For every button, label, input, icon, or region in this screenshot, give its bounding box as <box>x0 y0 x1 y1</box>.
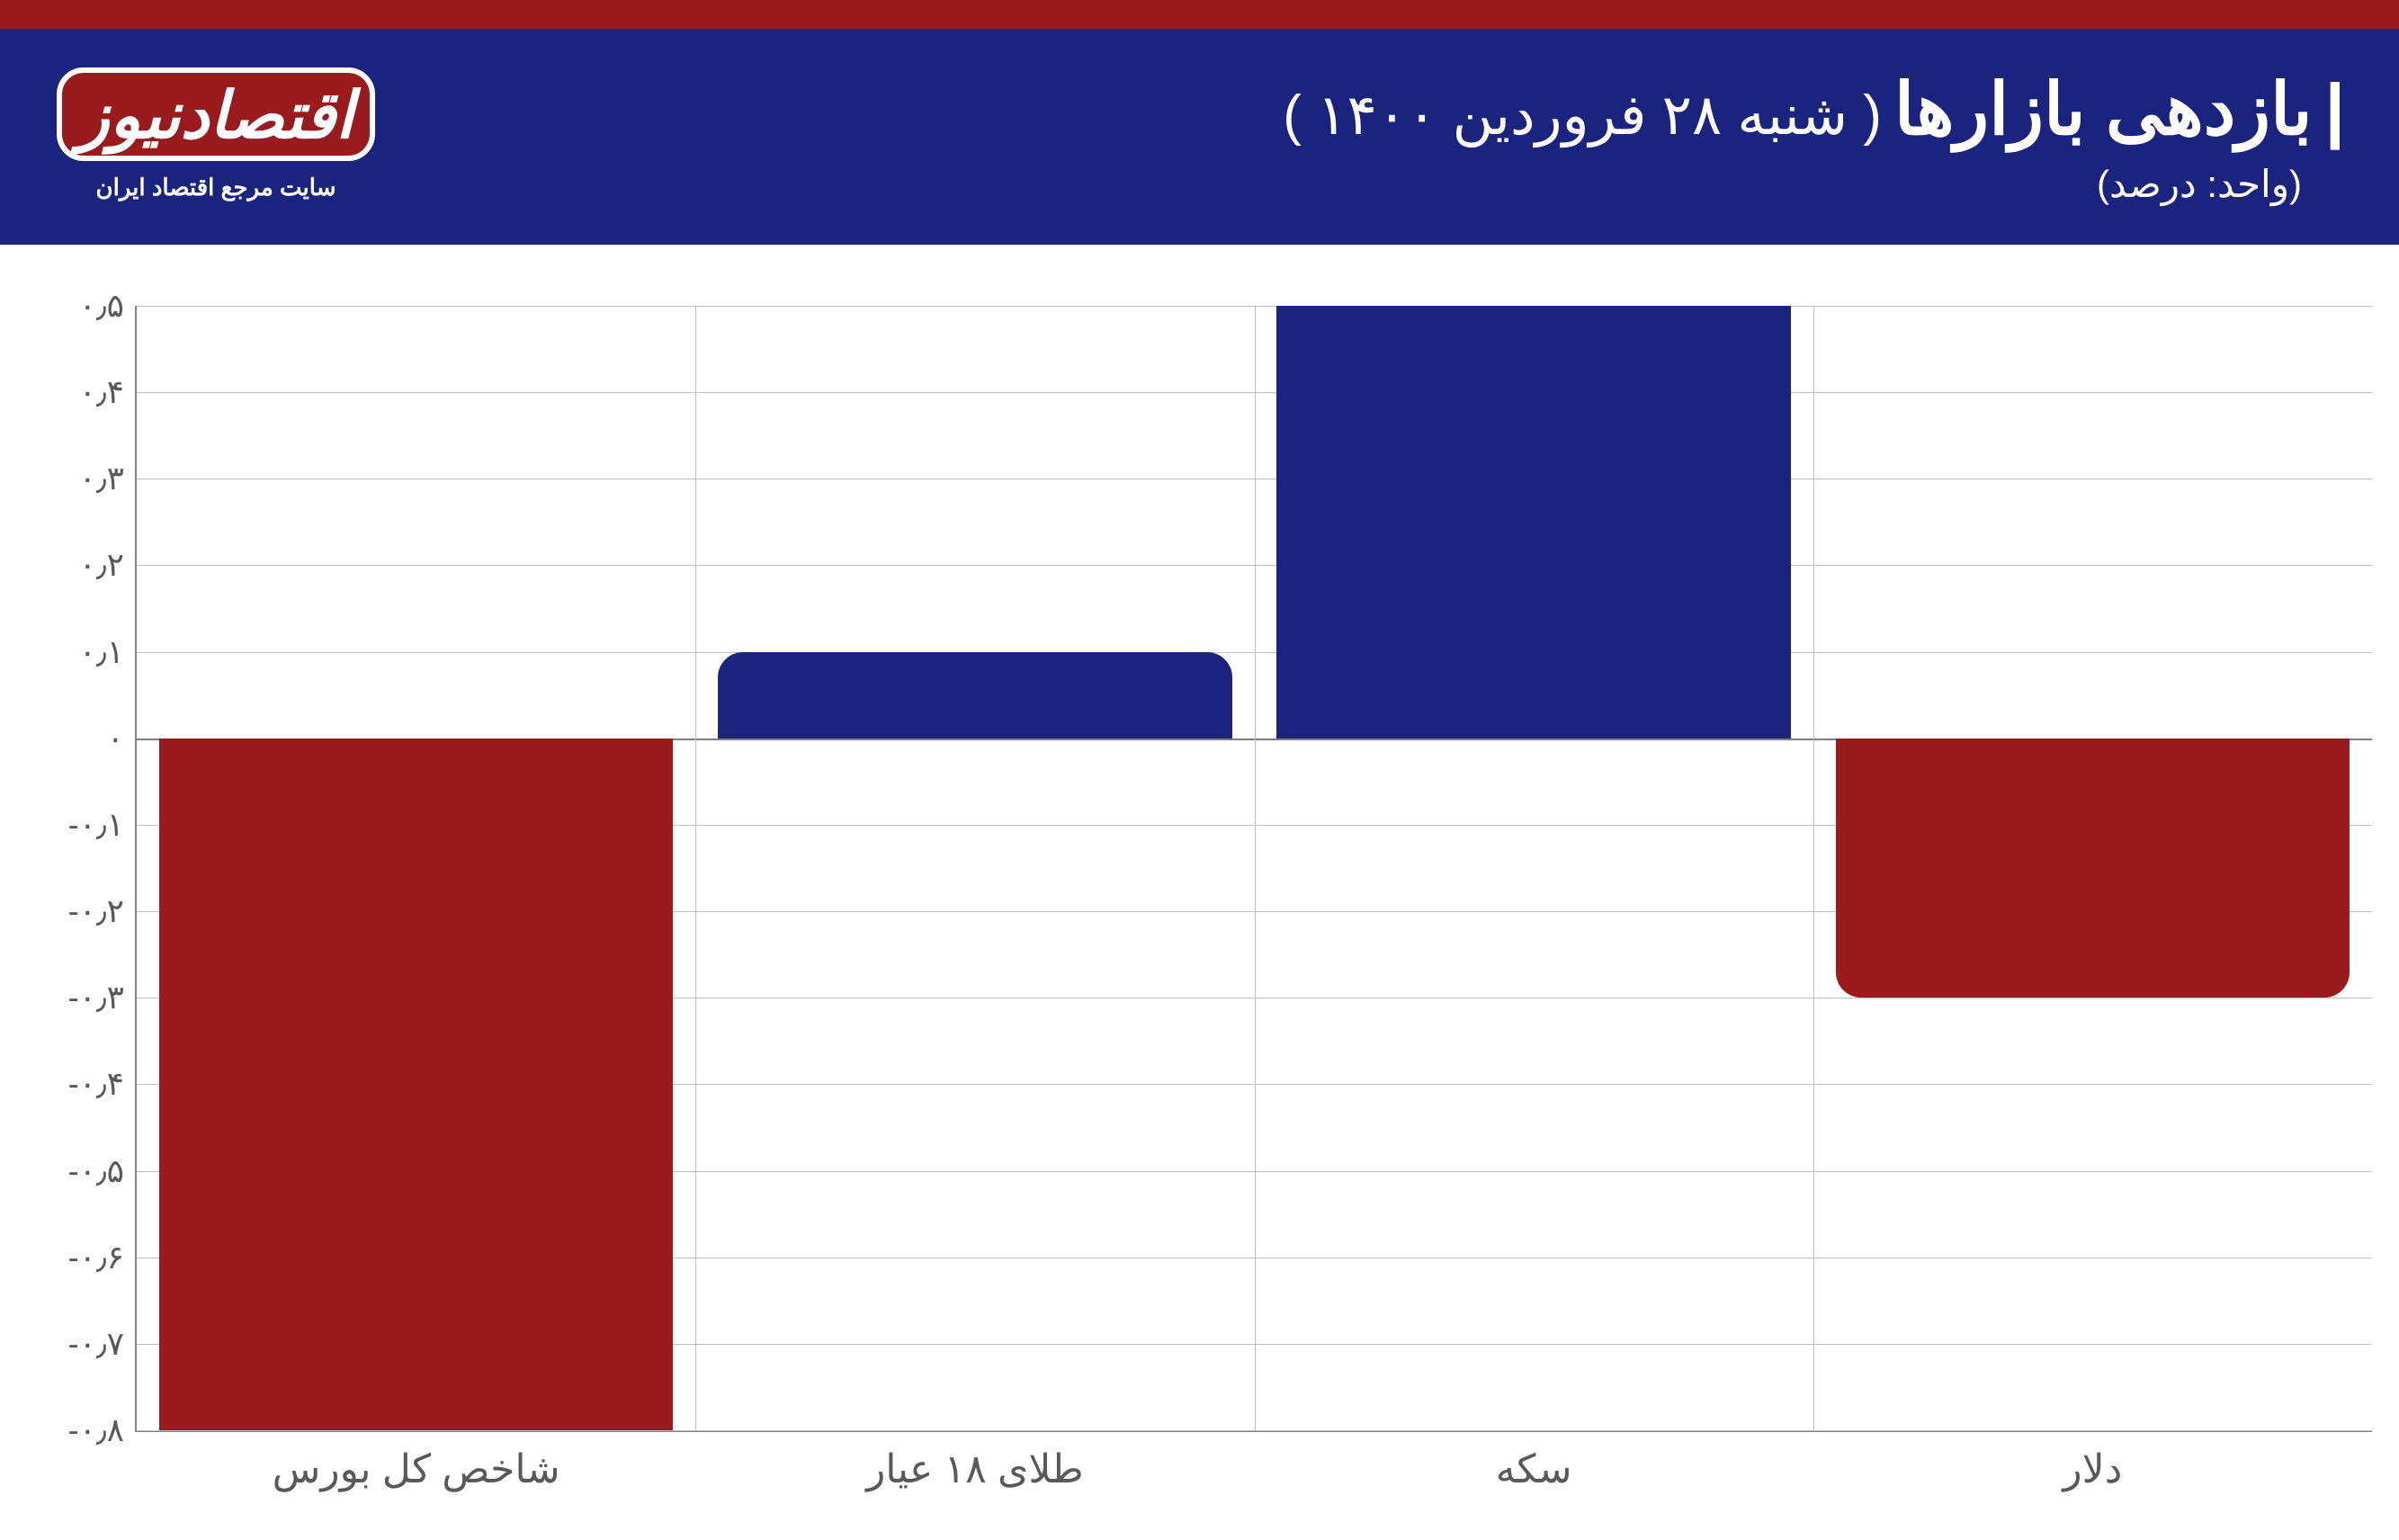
y-axis-label: -۰٫۷ <box>68 1325 137 1363</box>
chart-unit: (واحد: درصد) <box>1283 162 2302 206</box>
x-axis-label: سکه <box>1496 1430 1572 1492</box>
category-separator <box>1255 306 1256 1430</box>
chart-bar <box>1276 306 1791 739</box>
y-axis-label: ۰٫۵ <box>79 287 137 325</box>
chart-bar <box>1836 739 2350 998</box>
y-axis-label: -۰٫۵ <box>68 1152 137 1190</box>
chart-bar <box>159 739 674 1430</box>
y-axis-label: ۰٫۲ <box>79 546 137 584</box>
y-axis-label: ۰٫۱ <box>79 633 137 671</box>
chart-main-title: بازدهی بازارها <box>1894 67 2313 151</box>
category-separator <box>1813 306 1814 1430</box>
y-axis-label: -۰٫۶ <box>68 1239 137 1276</box>
y-axis-label: ۰٫۳ <box>79 460 137 497</box>
top-accent-bar <box>0 0 2399 29</box>
brand-logo: اقتصادنیوز سایت مرجع اقتصاد ایران <box>54 67 378 207</box>
y-axis-label: -۰٫۲ <box>68 892 137 930</box>
chart-bar <box>718 652 1232 739</box>
y-axis-label: ۰٫۴ <box>79 373 137 411</box>
x-axis-label: طلای ۱۸ عیار <box>866 1430 1084 1492</box>
logo-main-text: اقتصادنیوز <box>78 84 354 148</box>
y-axis-label: -۰٫۳ <box>68 979 137 1016</box>
chart-plot-area: ۰٫۵۰٫۴۰٫۳۰٫۲۰٫۱۰-۰٫۱-۰٫۲-۰٫۳-۰٫۴-۰٫۵-۰٫۶… <box>135 306 2372 1432</box>
x-axis-label: شاخص کل بورس <box>273 1430 560 1492</box>
chart-header: | بازدهی بازارها ( شنبه ۲۸ فروردین ۱۴۰۰ … <box>0 29 2399 245</box>
category-separator <box>695 306 696 1430</box>
title-prefix: | <box>2325 68 2345 151</box>
chart-date: ( شنبه ۲۸ فروردین ۱۴۰۰ ) <box>1283 82 1882 148</box>
y-axis-label: -۰٫۱ <box>68 806 137 844</box>
y-axis-label: -۰٫۸ <box>68 1411 137 1449</box>
y-axis-label: -۰٫۴ <box>68 1065 137 1103</box>
y-axis-label: ۰ <box>107 720 137 757</box>
logo-sub-text: سایت مرجع اقتصاد ایران <box>78 168 354 207</box>
x-axis-label: دلار <box>2063 1430 2122 1492</box>
